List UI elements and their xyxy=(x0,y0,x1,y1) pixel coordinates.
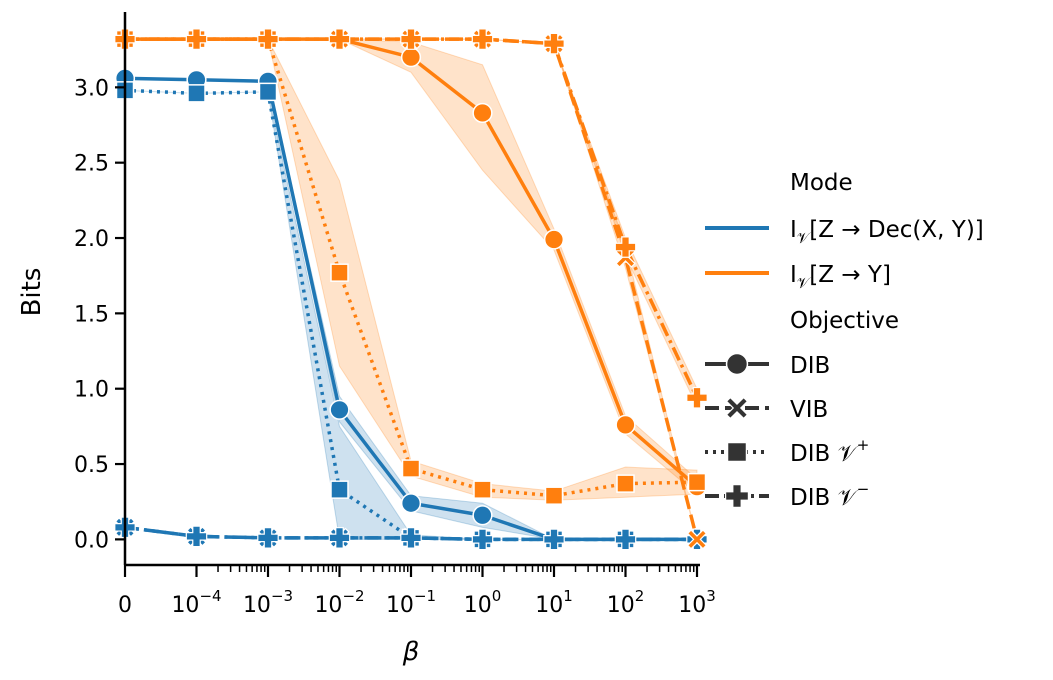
line-y-dibm xyxy=(125,37,699,399)
x-tick-label: 100 xyxy=(464,587,502,618)
point-dec-dibm xyxy=(614,528,637,551)
legend-label-dibp: DIB 𝒱+ xyxy=(790,436,869,467)
point-dec-dibm xyxy=(543,528,565,551)
point-y-dibm xyxy=(257,28,279,50)
point-y-dibp xyxy=(687,472,707,492)
band-dec-dibp xyxy=(124,89,697,540)
point-dec-dibp xyxy=(187,84,206,103)
x-tick-label: 10−4 xyxy=(171,587,221,618)
y-axis-label: Bits xyxy=(17,268,47,317)
point-y-dibp xyxy=(616,474,635,493)
point-dec-dibm xyxy=(400,527,422,549)
x-tick-label: 10−3 xyxy=(243,587,293,618)
point-y-vib xyxy=(686,529,708,550)
point-y-dib xyxy=(615,414,636,435)
point-dec-dib xyxy=(400,493,422,514)
y-tick-label: 2.5 xyxy=(74,152,109,177)
x-tick-label: 0 xyxy=(118,593,132,618)
legend-swatch-marker-vib xyxy=(725,396,749,420)
point-dec-dibm xyxy=(328,527,351,549)
point-y-dib xyxy=(543,229,565,250)
x-tick-label: 101 xyxy=(535,587,573,618)
point-dec-dibm xyxy=(185,525,208,548)
point-dec-dib xyxy=(329,399,350,420)
point-dec-dibm xyxy=(471,528,494,551)
point-y-dibp xyxy=(473,480,492,499)
legend-swatch-marker-dib xyxy=(725,352,749,376)
legend-label-dec: I𝒱[Z → Dec(X, Y)] xyxy=(790,217,984,247)
point-y-dibp xyxy=(401,459,421,478)
x-tick-label: 10−1 xyxy=(386,587,436,618)
point-y-dibm xyxy=(614,236,637,258)
legend-title-objective: Objective xyxy=(790,308,899,334)
legend-label-dib: DIB xyxy=(790,353,830,379)
band-y-dib xyxy=(125,38,698,496)
point-y-dib xyxy=(472,102,493,124)
point-y-dib xyxy=(400,47,422,68)
y-tick-label: 3.0 xyxy=(74,76,109,101)
point-y-dibm xyxy=(686,386,708,409)
x-ticks: 0 10−4 10−3 10−2 10−1 100 101 102 103 xyxy=(118,565,716,618)
legend-label-y: I𝒱[Z → Y] xyxy=(790,262,891,292)
legend-label-vib: VIB xyxy=(790,397,828,423)
y-tick-label: 1.5 xyxy=(74,302,109,327)
y-tick-label: 0.5 xyxy=(74,453,109,478)
y-tick-label: 0.0 xyxy=(74,528,109,553)
y-ticks: 0.0 0.5 1.0 1.5 2.0 2.5 3.0 xyxy=(74,76,125,553)
point-y-dibm xyxy=(543,32,565,55)
point-y-dibm xyxy=(185,28,208,50)
x-axis-label: β xyxy=(402,637,420,667)
x-tick-label: 10−2 xyxy=(314,587,364,618)
band-y-dibp xyxy=(125,38,698,501)
point-dec-dib xyxy=(472,505,493,526)
y-tick-label: 1.0 xyxy=(74,378,109,403)
point-y-dibp xyxy=(544,486,564,505)
x-tick-label: 103 xyxy=(678,587,716,618)
point-y-dibp xyxy=(330,263,349,282)
point-y-dibm xyxy=(328,28,351,50)
point-y-dibm xyxy=(400,28,422,50)
legend-title-mode: Mode xyxy=(790,170,853,196)
point-y-dibm xyxy=(471,28,494,50)
legend: Mode I𝒱[Z → Dec(X, Y)] I𝒱[Z → Y] Objective D… xyxy=(705,170,984,511)
point-dec-dibp xyxy=(330,480,349,499)
legend-swatch-marker-dibp xyxy=(726,441,748,463)
legend-swatch-marker-dibm xyxy=(725,484,749,508)
series-markers xyxy=(114,28,708,551)
y-tick-label: 2.0 xyxy=(74,227,109,252)
legend-label-dibm: DIB 𝒱− xyxy=(790,480,869,511)
line-y-dibp xyxy=(125,37,698,498)
line-y-dib xyxy=(125,37,699,488)
point-dec-dibm xyxy=(257,527,279,549)
x-tick-label: 102 xyxy=(607,587,645,618)
point-dec-dibp xyxy=(258,82,278,102)
